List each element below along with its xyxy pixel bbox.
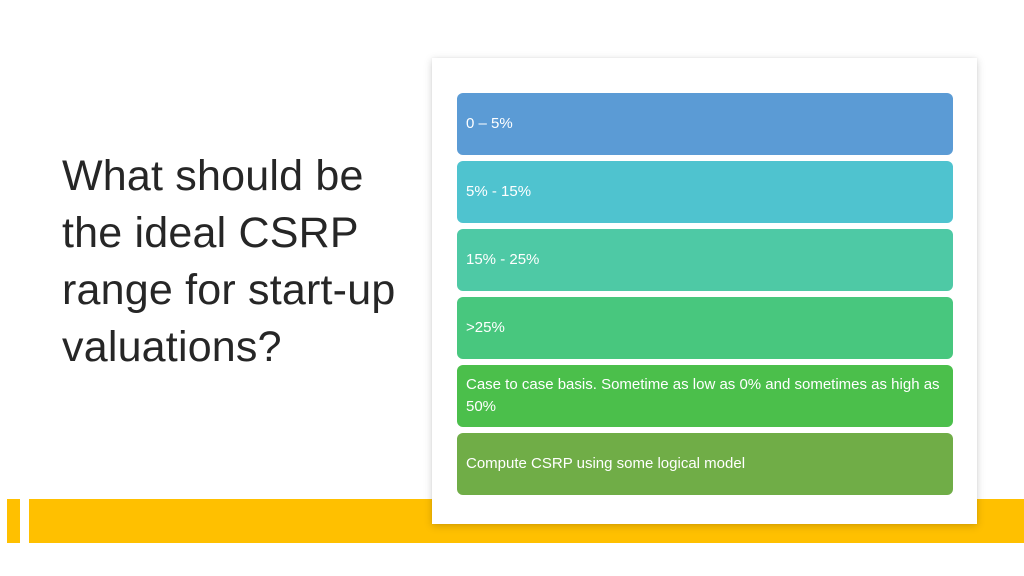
option-label: >25% bbox=[466, 319, 505, 336]
option-list: 0 – 5% 5% - 15% 15% - 25% >25% Case to c… bbox=[457, 93, 953, 495]
option-label: 5% - 15% bbox=[466, 183, 532, 200]
slide-title: What should be the ideal CSRP range for … bbox=[62, 152, 396, 371]
accent-stripe-left bbox=[7, 499, 20, 543]
option-logical-model[interactable]: Compute CSRP using some logical model bbox=[457, 433, 953, 495]
option-label: Case to case basis. Sometime as low as 0… bbox=[466, 376, 940, 415]
option-range-15-25[interactable]: 15% - 25% bbox=[457, 229, 953, 291]
option-case-by-case[interactable]: Case to case basis. Sometime as low as 0… bbox=[457, 365, 953, 427]
option-range-0-5[interactable]: 0 – 5% bbox=[457, 93, 953, 155]
option-label: 15% - 25% bbox=[466, 251, 540, 268]
option-label: 0 – 5% bbox=[466, 115, 513, 132]
option-range-over-25[interactable]: >25% bbox=[457, 297, 953, 359]
option-range-5-15[interactable]: 5% - 15% bbox=[457, 161, 953, 223]
options-panel: 0 – 5% 5% - 15% 15% - 25% >25% Case to c… bbox=[432, 58, 977, 524]
option-label: Compute CSRP using some logical model bbox=[466, 455, 746, 472]
